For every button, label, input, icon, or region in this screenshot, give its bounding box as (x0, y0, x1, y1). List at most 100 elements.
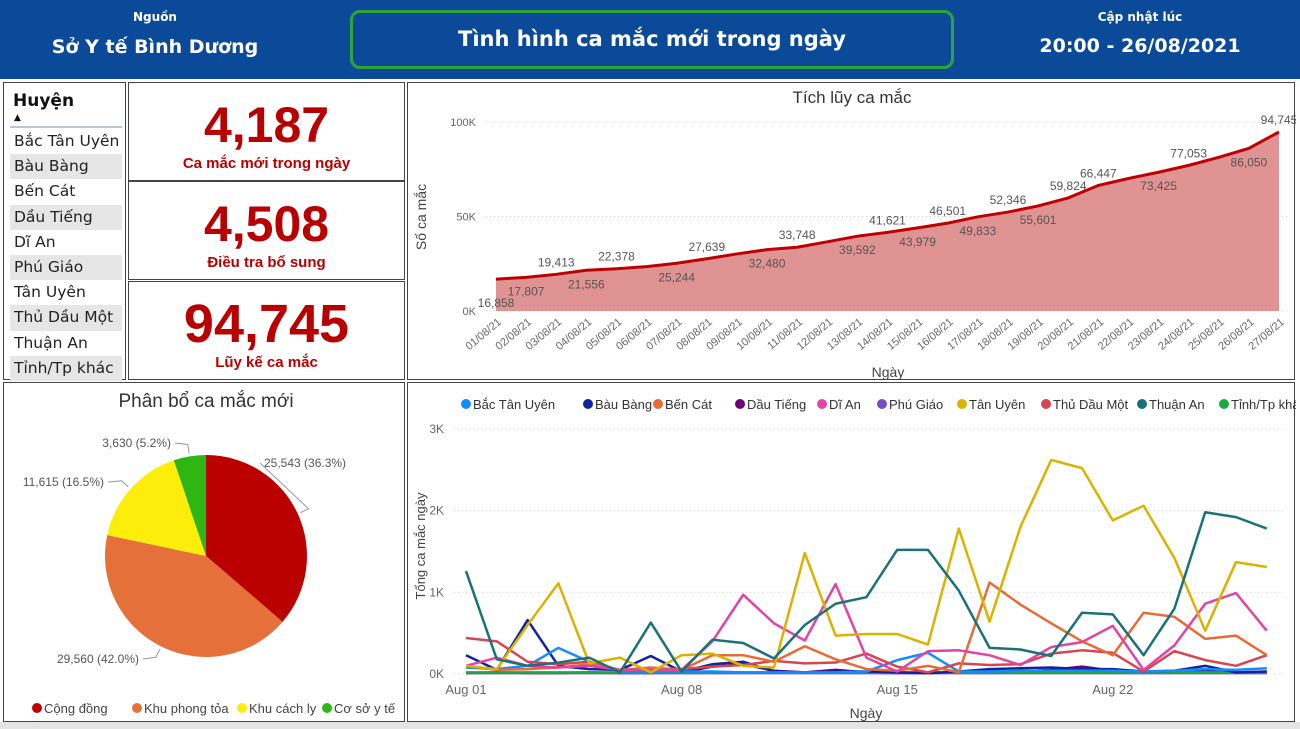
legend-label: Khu phong tỏa (144, 701, 229, 716)
legend-label: Bến Cát (665, 397, 712, 412)
slice-label: 25,543 (36.3%) (264, 456, 346, 470)
y-tick-label: 2K (429, 504, 444, 518)
x-tick-label: Aug 08 (661, 682, 702, 697)
header-bar: Nguồn Sở Y tế Bình Dương Tình hình ca mắ… (0, 0, 1300, 79)
data-label: 25,244 (658, 270, 695, 284)
legend-label: Cộng đồng (44, 701, 108, 716)
leader-line (174, 442, 190, 454)
leader-line (259, 462, 310, 514)
data-label: 86,050 (1231, 155, 1268, 169)
series-line-d-an (465, 582, 1268, 673)
legend-marker (735, 399, 745, 409)
line-chart-svg: Tổng ca mắc ngày Ngày 0K 1K 2K 3K Aug 01 Aug … (413, 397, 1300, 721)
data-label: 33,748 (779, 228, 816, 242)
area-chart-title: Tích lũy ca mắc (792, 88, 912, 107)
y-tick-label: 0K (463, 306, 477, 318)
legend-marker (1137, 399, 1147, 409)
data-label: 73,425 (1140, 179, 1177, 193)
pie-chart-title: Phân bổ ca mắc mới (118, 390, 293, 412)
legend-label: Bàu Bàng (595, 397, 652, 412)
data-label: 77,053 (1170, 146, 1207, 160)
slicer-item[interactable]: Thuận An (14, 333, 88, 352)
data-label: 43,979 (899, 235, 936, 249)
pie-slice (206, 455, 308, 622)
legend-marker (32, 703, 42, 713)
legend-marker (583, 399, 593, 409)
source-value: Sở Y tế Bình Dương (51, 36, 259, 58)
x-tick-label: Aug 15 (877, 682, 918, 697)
pie-slice (107, 460, 206, 556)
area-chart-svg: Tích lũy ca mắc Số ca mắc Ngày 0K 50K 100K… (413, 88, 1298, 380)
slicer-item[interactable]: Bàu Bàng (10, 154, 122, 180)
kpi-label: Ca mắc mới trong ngày (182, 155, 351, 172)
legend-marker (877, 399, 887, 409)
district-slicer: Huyện ▲ Bắc Tân Uyên Bàu Bàng Bến Cát Dầu T… (3, 82, 126, 381)
slicer-title: Huyện (13, 91, 75, 111)
pie-slice (173, 455, 206, 556)
legend-marker (237, 703, 247, 713)
area-x-label: Ngày (872, 364, 905, 380)
legend-label: Thuận An (1149, 397, 1205, 412)
slicer-item[interactable]: Bến Cát (14, 182, 76, 201)
kpi-value: 4,187 (203, 97, 330, 153)
pie-chart-svg: Phân bổ ca mắc mới 25,543 (36.3%) 29,560 … (23, 390, 396, 716)
data-label: 19,413 (538, 255, 575, 269)
legend-label: Cơ sở y tế (334, 701, 396, 716)
leader-line (107, 480, 129, 488)
kpi-label: Điều tra bổ sung (207, 254, 326, 271)
kpi-value: 4,508 (203, 196, 330, 252)
kpi-new-cases: 4,187 Ca mắc mới trong ngày (128, 82, 405, 181)
slice-label: 11,615 (16.5%) (23, 475, 104, 489)
data-label: 52,346 (990, 193, 1027, 207)
slicer-item[interactable]: Thủ Dầu Một (10, 305, 122, 331)
legend-label: Phú Giáo (889, 397, 943, 412)
pie-slice (105, 535, 283, 657)
data-label: 16,858 (478, 296, 515, 310)
source-label: Nguồn (133, 10, 177, 24)
data-label: 39,592 (839, 243, 876, 257)
distribution-pie-chart: Phân bổ ca mắc mới 25,543 (36.3%) 29,560 … (3, 382, 405, 722)
y-tick-label: 100K (450, 117, 476, 129)
triangle-up-icon[interactable]: ▲ (14, 113, 21, 123)
data-label: 41,621 (869, 213, 906, 227)
page-title: Tình hình ca mắc mới trong ngày (350, 10, 954, 69)
slicer-list: Bắc Tân Uyên Bàu Bàng Bến Cát Dầu Tiếng Dĩ A… (10, 129, 122, 381)
slice-label: 3,630 (5.2%) (102, 436, 171, 450)
data-label: 21,556 (568, 277, 605, 291)
cumulative-area-chart: Tích lũy ca mắc Số ca mắc Ngày 0K 50K 100K… (407, 82, 1298, 380)
legend-label: Tỉnh/Tp khác (1231, 397, 1296, 412)
line-x-label: Ngày (850, 705, 883, 721)
kpi-additional-investigation: 4,508 Điều tra bổ sung (128, 181, 405, 280)
legend-marker (957, 399, 967, 409)
kpi-label: Lũy kế ca mắc (215, 354, 318, 371)
data-label: 27,639 (688, 240, 725, 254)
slicer-item[interactable]: Phú Giáo (10, 254, 122, 281)
y-tick-label: 3K (429, 422, 444, 436)
series-line-thu-n-an (464, 510, 1268, 674)
legend-label: Bắc Tân Uyên (473, 397, 555, 412)
slicer-item[interactable]: Bắc Tân Uyên (14, 132, 120, 150)
daily-line-chart: Tổng ca mắc ngày Ngày 0K 1K 2K 3K Aug 01 Aug … (407, 382, 1300, 722)
slicer-item[interactable]: Tỉnh/Tp khác (10, 355, 122, 381)
bottom-bar (0, 722, 1300, 729)
updated-value: 20:00 - 26/08/2021 (1039, 35, 1241, 57)
x-tick-label: Aug 22 (1092, 682, 1133, 697)
legend-marker (817, 399, 827, 409)
legend-label: Tân Uyên (969, 397, 1025, 412)
legend-marker (322, 703, 332, 713)
leader-line (142, 648, 161, 660)
slicer-item[interactable]: Tân Uyên (14, 283, 86, 302)
y-tick-label: 1K (429, 585, 444, 599)
slicer-item[interactable]: Dầu Tiếng (10, 204, 122, 230)
area-y-label: Số ca mắc (413, 184, 429, 250)
line-y-label: Tổng ca mắc ngày (413, 492, 428, 599)
data-label: 17,807 (508, 284, 545, 298)
slicer-item[interactable]: Dĩ An (14, 232, 56, 251)
kpi-cumulative: 94,745 Lũy kế ca mắc (128, 281, 405, 380)
data-label: 32,480 (749, 257, 786, 271)
legend-marker (653, 399, 663, 409)
kpi-value: 94,745 (183, 294, 350, 354)
legend-label: Thủ Dầu Một (1053, 397, 1129, 412)
legend-label: Khu cách ly (249, 701, 317, 716)
slicer-divider (10, 126, 122, 128)
